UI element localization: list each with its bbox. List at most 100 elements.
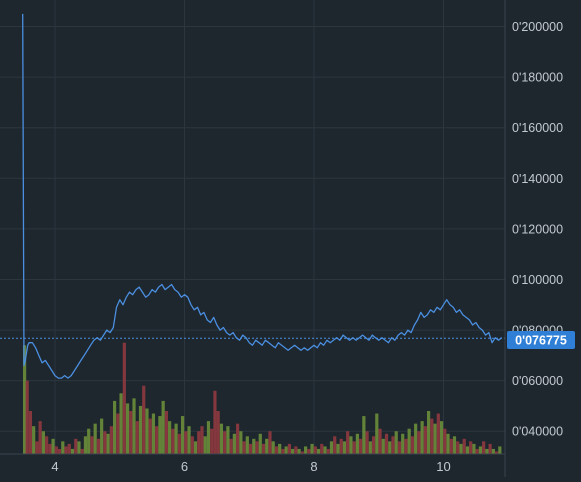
volume-bar xyxy=(239,431,243,454)
volume-bar xyxy=(96,438,101,454)
volume-bar xyxy=(174,423,178,454)
volume-bar xyxy=(70,448,75,454)
volume-bar xyxy=(119,393,123,454)
volume-bar xyxy=(407,428,411,454)
volume-bar xyxy=(125,403,130,454)
volume-bar xyxy=(51,438,55,454)
volume-bar xyxy=(362,416,366,454)
volume-bar xyxy=(242,441,246,454)
volume-bar xyxy=(193,441,198,454)
price-axis[interactable]: 0'0400000'0600000'0800000'1000000'120000… xyxy=(512,20,563,439)
volume-bar xyxy=(388,441,392,454)
volume-bar xyxy=(368,441,372,454)
volume-bar xyxy=(258,433,262,454)
y-tick-label: 0'180000 xyxy=(512,71,563,85)
volume-bar xyxy=(45,436,49,454)
y-tick-label: 0'200000 xyxy=(512,20,563,34)
volume-bar xyxy=(213,390,217,454)
volume-bar xyxy=(80,448,84,454)
volume-bar xyxy=(417,431,421,454)
volume-bar xyxy=(168,421,172,454)
volume-bar xyxy=(271,441,275,454)
volume-bar xyxy=(297,448,301,454)
volume-bar xyxy=(25,380,29,454)
volume-bar xyxy=(184,431,188,454)
volume-bar xyxy=(359,438,363,454)
volume-bar xyxy=(32,426,36,454)
volume-bar xyxy=(200,426,204,454)
volume-bar xyxy=(100,418,104,454)
volume-bar xyxy=(83,436,88,454)
volume-bar xyxy=(284,446,288,454)
volume-bar xyxy=(491,448,495,454)
volume-bar xyxy=(423,426,427,454)
volume-bar xyxy=(381,438,385,454)
volume-bar xyxy=(365,431,369,454)
volume-bar xyxy=(456,441,460,454)
volume-bar xyxy=(252,438,256,454)
volume-bar xyxy=(436,413,440,454)
volume-bar xyxy=(148,418,152,454)
volume-bar xyxy=(35,441,39,454)
volume-bar xyxy=(197,431,201,454)
volume-bar xyxy=(488,443,492,454)
volume-bar xyxy=(265,438,269,454)
volume-bar xyxy=(397,441,402,454)
volume-bar xyxy=(112,400,117,454)
volume-bar xyxy=(171,428,175,454)
volume-bar xyxy=(281,448,285,454)
x-tick-label: 4 xyxy=(51,459,58,474)
volume-bar xyxy=(161,400,165,454)
volume-bar xyxy=(255,441,259,454)
volume-bar xyxy=(116,413,120,454)
volume-bar xyxy=(177,433,181,454)
volume-bar xyxy=(158,416,162,454)
volume-bar xyxy=(323,446,327,454)
volume-bar xyxy=(446,433,450,454)
volume-bar xyxy=(320,443,324,454)
volume-bar xyxy=(203,436,207,454)
volume-bar xyxy=(138,405,143,454)
y-tick-label: 0'160000 xyxy=(512,121,563,135)
volume-bar xyxy=(394,431,398,454)
volume-bar xyxy=(472,443,476,454)
volume-bar xyxy=(67,443,71,454)
volume-bar xyxy=(475,448,479,454)
volume-bar xyxy=(106,433,110,454)
volume-bar xyxy=(48,443,52,454)
volume-bar xyxy=(236,423,240,454)
y-tick-label: 0'120000 xyxy=(512,222,563,236)
volume-bar xyxy=(122,342,126,454)
volume-bar xyxy=(219,423,224,454)
volume-bar xyxy=(261,443,266,454)
volume-bar xyxy=(469,441,473,454)
volume-bar xyxy=(313,446,317,454)
volume-bar xyxy=(439,421,444,454)
time-axis[interactable]: 4 6 8 10 xyxy=(51,459,450,474)
volume-bar xyxy=(316,448,321,454)
volume-bar xyxy=(462,438,466,454)
price-line-layer xyxy=(0,13,505,379)
volume-bar xyxy=(109,426,113,454)
volume-bar xyxy=(287,443,292,454)
volume-bar xyxy=(482,441,486,454)
volume-bar xyxy=(410,436,415,454)
volume-bar xyxy=(23,345,27,454)
volume-bar xyxy=(90,436,94,454)
x-tick-label: 6 xyxy=(181,459,188,474)
volume-bar xyxy=(346,431,350,454)
volume-bar xyxy=(229,438,233,454)
volume-bar xyxy=(485,448,489,454)
volume-bar xyxy=(329,441,334,454)
volume-bar xyxy=(433,423,437,454)
last-price-label: 0'076775 xyxy=(515,334,567,348)
volume-bar xyxy=(187,426,191,454)
volume-bar xyxy=(216,411,220,454)
volume-bar xyxy=(339,438,343,454)
volume-bar xyxy=(135,421,139,454)
volume-bar xyxy=(226,426,230,454)
volume-bar xyxy=(352,441,356,454)
